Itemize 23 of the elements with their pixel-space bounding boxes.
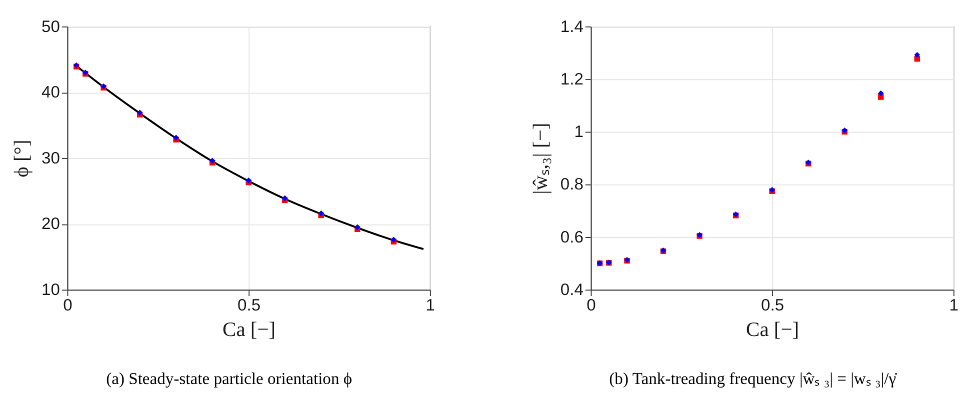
- y-tick-label: 1: [574, 122, 584, 142]
- x-tick-label: 0.5: [761, 296, 784, 315]
- y-tick-label: 0.8: [560, 174, 584, 194]
- x-axis-title: Ca [−]: [222, 318, 276, 341]
- x-axis-title: Ca [−]: [746, 318, 800, 341]
- y-tick-label: 0.6: [560, 227, 584, 246]
- y-axis-title: |ŵₛ,₃| [−]: [530, 122, 552, 194]
- y-tick-label: 0.4: [560, 280, 584, 300]
- y-tick-label: 20: [42, 214, 60, 234]
- x-tick-label: 1: [949, 296, 958, 315]
- y-tick-label: 10: [42, 280, 60, 300]
- x-tick-label: 0.5: [238, 296, 261, 315]
- text: (a) Steady-state particle orientation ϕ: [106, 369, 352, 388]
- text: (b) Tank-treading frequency |ŵₛ ₃| = |wₛ ₃|/γ̇: [609, 369, 898, 388]
- y-tick-label: 1.4: [560, 16, 584, 36]
- y-tick-label: 40: [42, 82, 60, 102]
- y-tick-label: 30: [42, 148, 60, 168]
- y-tick-label: 1.2: [560, 69, 584, 88]
- y-tick-label: 50: [42, 16, 60, 36]
- y-axis-title: ϕ [°]: [10, 140, 33, 178]
- x-tick-label: 0: [63, 296, 72, 315]
- x-tick-label: 0: [586, 296, 596, 315]
- x-tick-label: 1: [426, 296, 436, 315]
